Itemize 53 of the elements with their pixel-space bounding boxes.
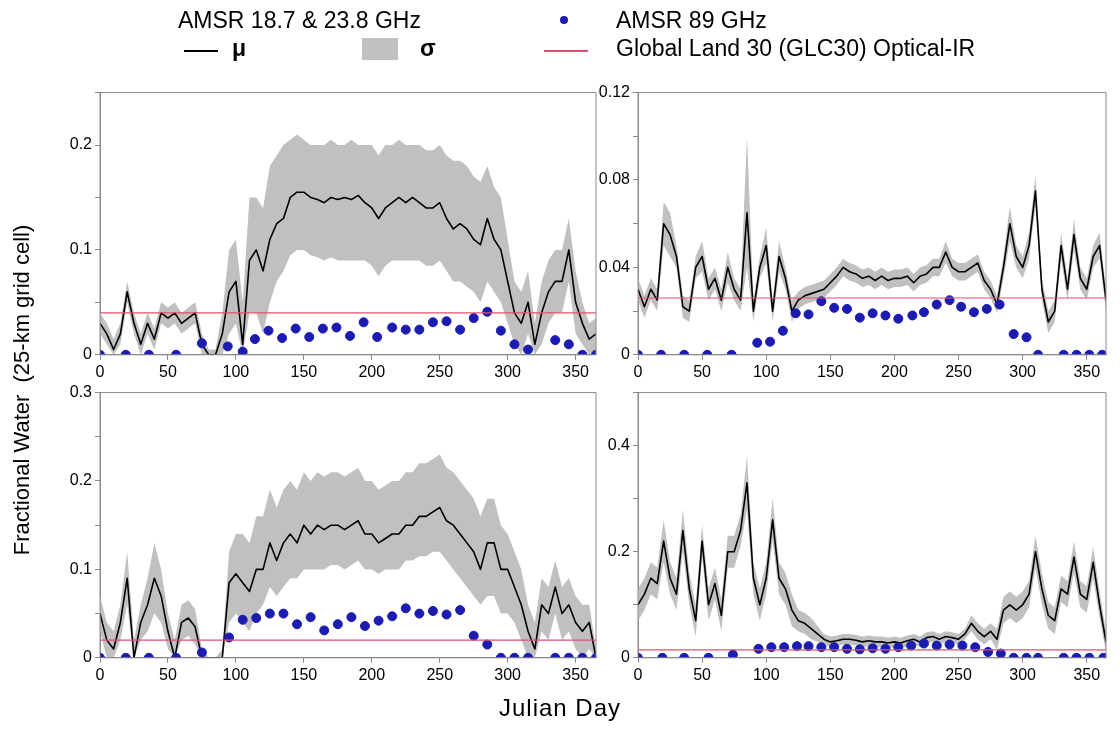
- x-tick-label: 250: [426, 362, 454, 380]
- y-tick-label: 0: [83, 345, 93, 363]
- y-tick-label: 0: [621, 345, 631, 363]
- legend-title: AMSR 18.7 & 23.8 GHz: [178, 6, 421, 34]
- x-tick-label: 0: [95, 362, 105, 380]
- x-tick-label: 100: [752, 362, 780, 380]
- legend-label: AMSR 89 GHz: [616, 6, 767, 34]
- x-tick-label: 300: [494, 665, 522, 683]
- y-tick-label: 0: [621, 648, 631, 666]
- x-tick-label: 150: [816, 362, 844, 380]
- x-tick-label: 100: [222, 362, 250, 380]
- y-tick-label: 0.2: [69, 471, 93, 489]
- x-tick-label: 50: [693, 665, 712, 683]
- y-tick-label: 0.2: [69, 135, 93, 153]
- x-tick-label: 50: [159, 362, 177, 380]
- text: σ: [420, 34, 436, 62]
- x-tick-label: 300: [494, 362, 522, 380]
- legend-label: μ: [232, 34, 247, 62]
- y-tick-label: 0.08: [598, 170, 631, 188]
- x-tick-label: 250: [945, 665, 972, 683]
- x-tick-label: 300: [1009, 665, 1037, 683]
- x-tick-label: 150: [290, 362, 318, 380]
- x-tick-label: 200: [881, 665, 908, 683]
- x-tick-label: 300: [1009, 362, 1037, 380]
- y-tick-label: 0.3: [69, 383, 93, 401]
- x-tick-label: 100: [222, 665, 250, 683]
- x-tick-label: 150: [290, 665, 318, 683]
- x-tick-label: 350: [562, 362, 590, 380]
- x-tick-label: 50: [159, 665, 177, 683]
- y-tick-label: 0.12: [598, 83, 631, 101]
- x-tick-label: 350: [562, 665, 590, 683]
- x-tick-label: 250: [426, 665, 454, 683]
- y-tick-label: 0.1: [69, 559, 93, 577]
- x-tick-label: 350: [1073, 665, 1101, 683]
- x-tick-label: 150: [816, 665, 844, 683]
- x-tick-label: 200: [881, 362, 908, 380]
- x-tick-label: 200: [358, 665, 386, 683]
- x-tick-label: 0: [95, 665, 105, 683]
- y-tick-label: 0.04: [598, 257, 631, 275]
- x-tick-label: 200: [358, 362, 386, 380]
- x-tick-label: 100: [752, 665, 780, 683]
- legend-label: Global Land 30 (GLC30) Optical-IR: [616, 34, 976, 62]
- x-tick-label: 0: [633, 665, 643, 683]
- x-tick-label: 50: [693, 362, 712, 380]
- x-tick-label: 350: [1073, 362, 1101, 380]
- x-tick-label: 250: [945, 362, 972, 380]
- y-axis-title: Fractional Water (25-km grid cell): [9, 224, 35, 556]
- y-tick-label: 0.2: [607, 542, 631, 560]
- y-tick-label: 0.1: [69, 240, 93, 258]
- x-axis-title: Julian Day: [497, 694, 623, 722]
- y-tick-label: 0: [83, 648, 93, 666]
- y-tick-label: 0.4: [607, 436, 631, 454]
- x-tick-label: 0: [633, 362, 643, 380]
